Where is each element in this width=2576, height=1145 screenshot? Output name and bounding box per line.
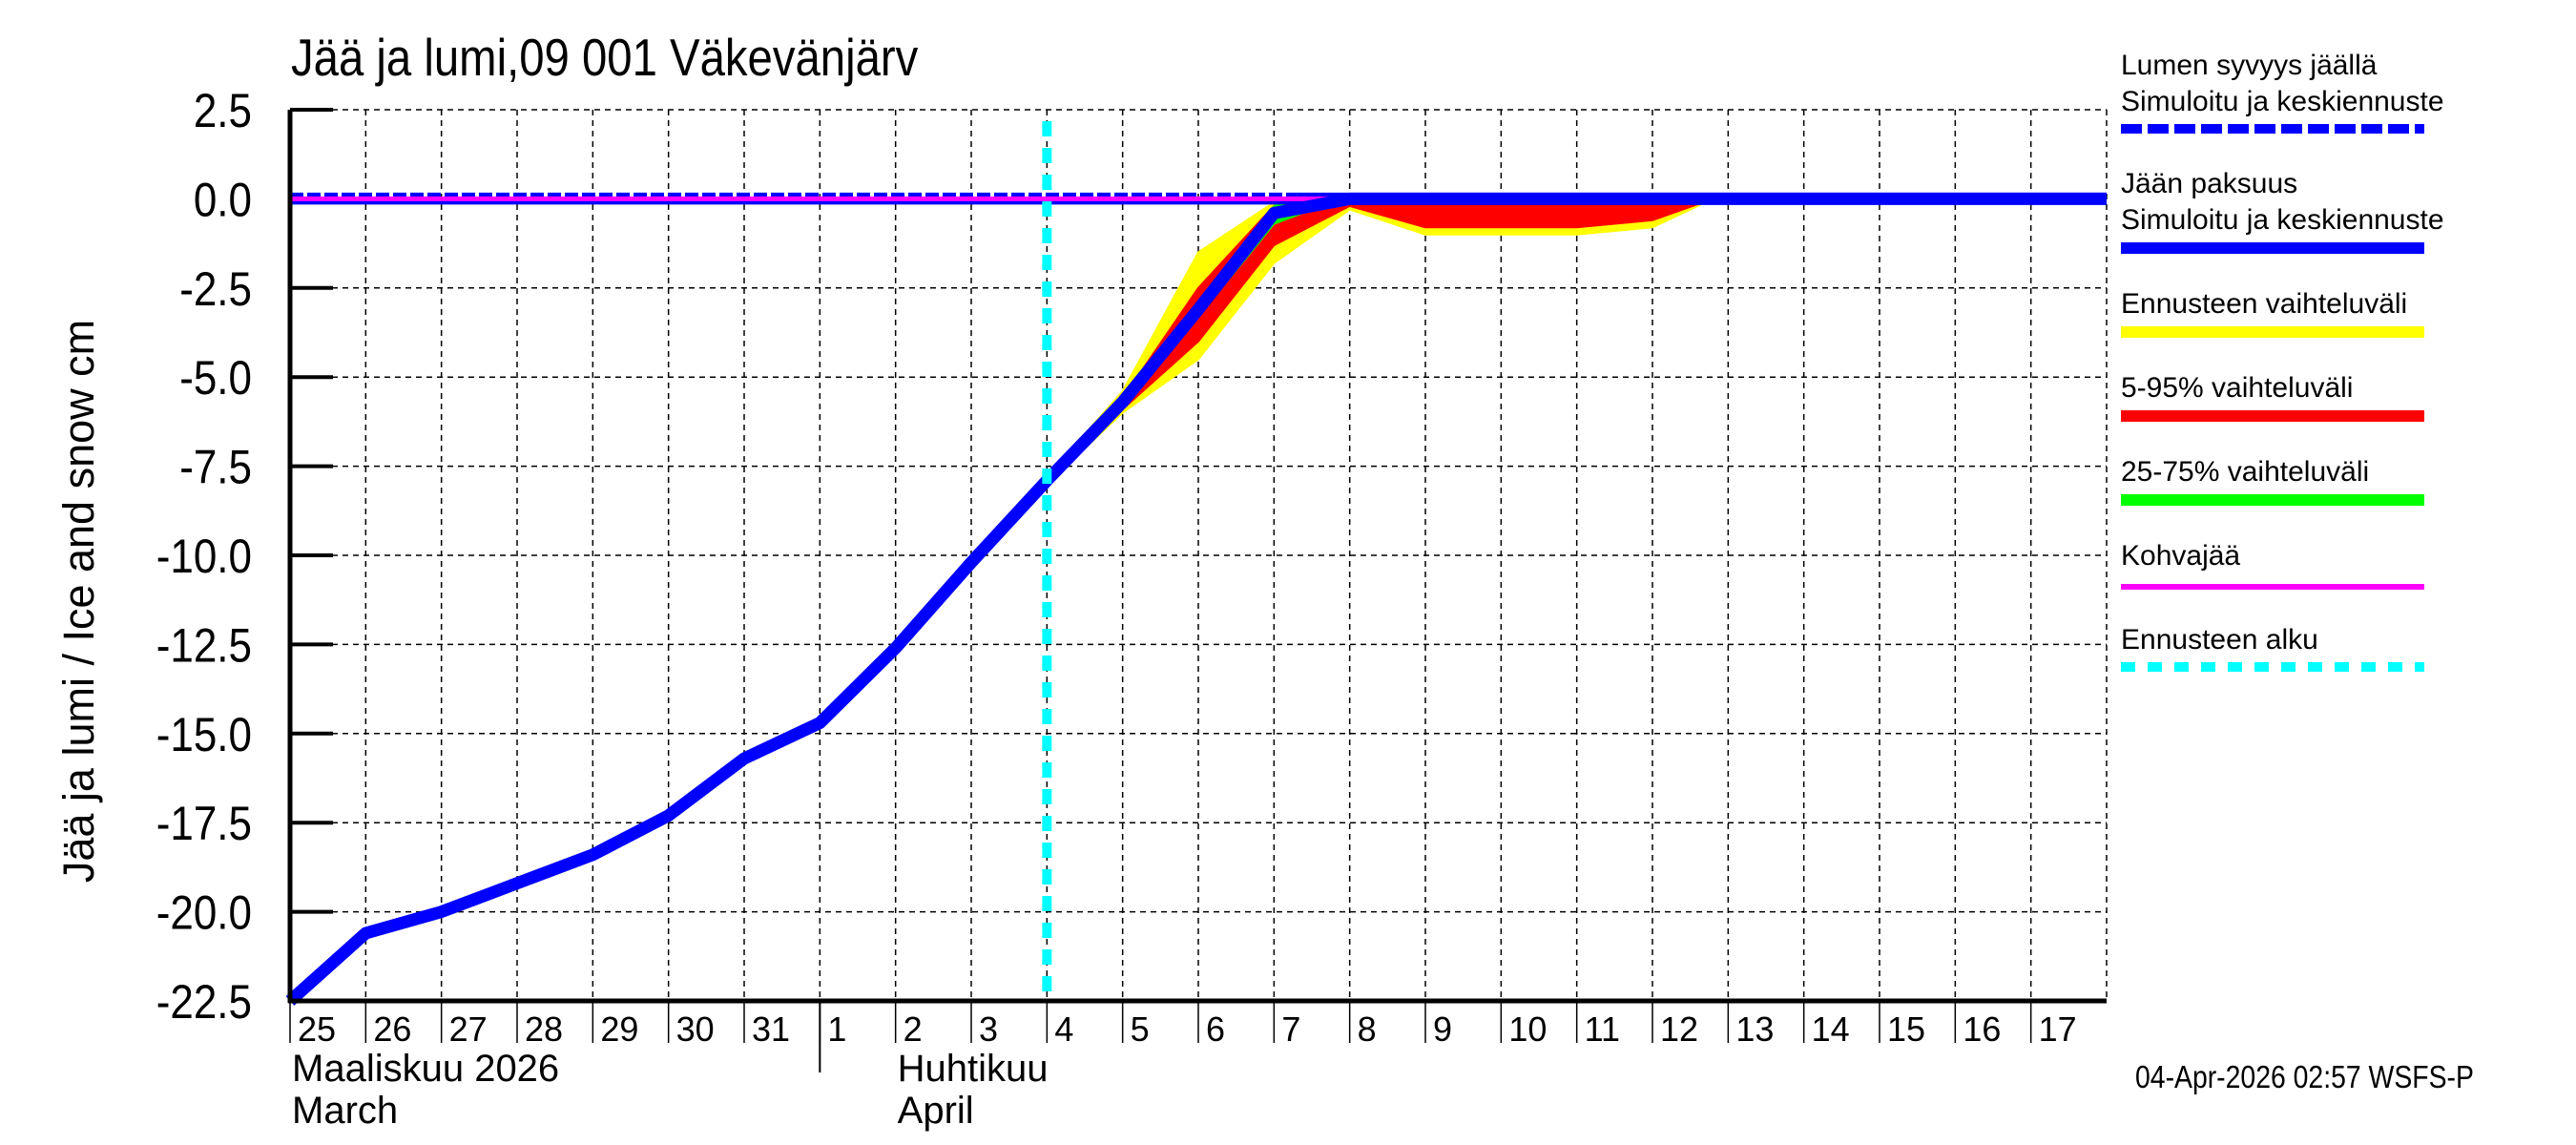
y-tick-label: -20.0	[156, 885, 252, 939]
legend-item-forecast-start: Ennusteen alku	[2121, 622, 2569, 672]
x-tick-label: 28	[525, 1010, 563, 1049]
legend-item-5-95: 5-95% vaihteluväli	[2121, 370, 2569, 422]
x-tick-label: 3	[979, 1010, 998, 1049]
legend: Lumen syvyys jäällä Simuloitu ja keskien…	[2121, 48, 2569, 704]
legend-item-snow-depth: Lumen syvyys jäällä Simuloitu ja keskien…	[2121, 48, 2569, 134]
legend-swatch-red	[2121, 410, 2424, 422]
month-label-fi-march: Maaliskuu 2026	[292, 1048, 559, 1090]
x-tick-label: 17	[2039, 1010, 2077, 1049]
legend-item-slush-ice: Kohvajää	[2121, 538, 2569, 590]
x-tick-label: 9	[1433, 1010, 1452, 1049]
y-axis-label: Jää ja lumi / Ice and snow cm	[54, 320, 103, 883]
legend-swatch-cyan-dotted	[2121, 662, 2424, 672]
chart-title: Jää ja lumi,09 001 Väkevänjärv	[291, 28, 919, 87]
x-tick-label: 29	[600, 1010, 638, 1049]
x-tick-label: 25	[298, 1010, 336, 1049]
x-tick-label: 2	[904, 1010, 923, 1049]
month-label-en-april: April	[898, 1090, 974, 1132]
legend-swatch-magenta	[2121, 584, 2424, 590]
y-tick-label: -22.5	[156, 974, 252, 1028]
y-tick-label: -10.0	[156, 529, 252, 582]
legend-swatch-green	[2121, 494, 2424, 506]
x-tick-label: 16	[1963, 1010, 2001, 1049]
y-tick-label: -15.0	[156, 707, 252, 760]
x-tick-label: 1	[827, 1010, 846, 1049]
legend-item-25-75: 25-75% vaihteluväli	[2121, 454, 2569, 506]
x-tick-label: 14	[1812, 1010, 1850, 1049]
x-tick-label: 30	[676, 1010, 715, 1049]
y-tick-label: -7.5	[179, 440, 252, 493]
y-tick-label: 2.5	[194, 83, 252, 136]
timestamp-footer: 04-Apr-2026 02:57 WSFS-P	[2135, 1059, 2474, 1094]
x-tick-label: 6	[1206, 1010, 1225, 1049]
x-tick-label: 13	[1735, 1010, 1774, 1049]
y-tick-label: -12.5	[156, 618, 252, 672]
x-tick-label: 31	[752, 1010, 790, 1049]
x-tick-label: 27	[449, 1010, 488, 1049]
y-tick-label: -2.5	[179, 261, 252, 315]
x-tick-label: 5	[1131, 1010, 1150, 1049]
legend-swatch-blue	[2121, 242, 2424, 254]
x-tick-label: 4	[1054, 1010, 1073, 1049]
x-tick-label: 26	[373, 1010, 411, 1049]
x-tick-label: 11	[1585, 1010, 1620, 1049]
month-label-fi-april: Huhtikuu	[898, 1048, 1049, 1090]
y-tick-label: 0.0	[194, 173, 252, 226]
y-tick-label: -5.0	[179, 351, 252, 405]
x-tick-label: 10	[1508, 1010, 1547, 1049]
x-tick-label: 8	[1358, 1010, 1377, 1049]
x-tick-label: 7	[1281, 1010, 1300, 1049]
ice-thickness-line	[285, 192, 2107, 1006]
x-tick-label: 12	[1660, 1010, 1698, 1049]
month-label-en-march: March	[292, 1090, 398, 1132]
legend-item-ice-thickness: Jään paksuus Simuloitu ja keskiennuste	[2121, 166, 2569, 254]
x-tick-label: 15	[1887, 1010, 1925, 1049]
legend-swatch-yellow	[2121, 326, 2424, 338]
y-tick-label: -17.5	[156, 797, 252, 850]
legend-swatch-dashed-blue	[2121, 124, 2424, 134]
legend-item-forecast-range: Ennusteen vaihteluväli	[2121, 286, 2569, 338]
